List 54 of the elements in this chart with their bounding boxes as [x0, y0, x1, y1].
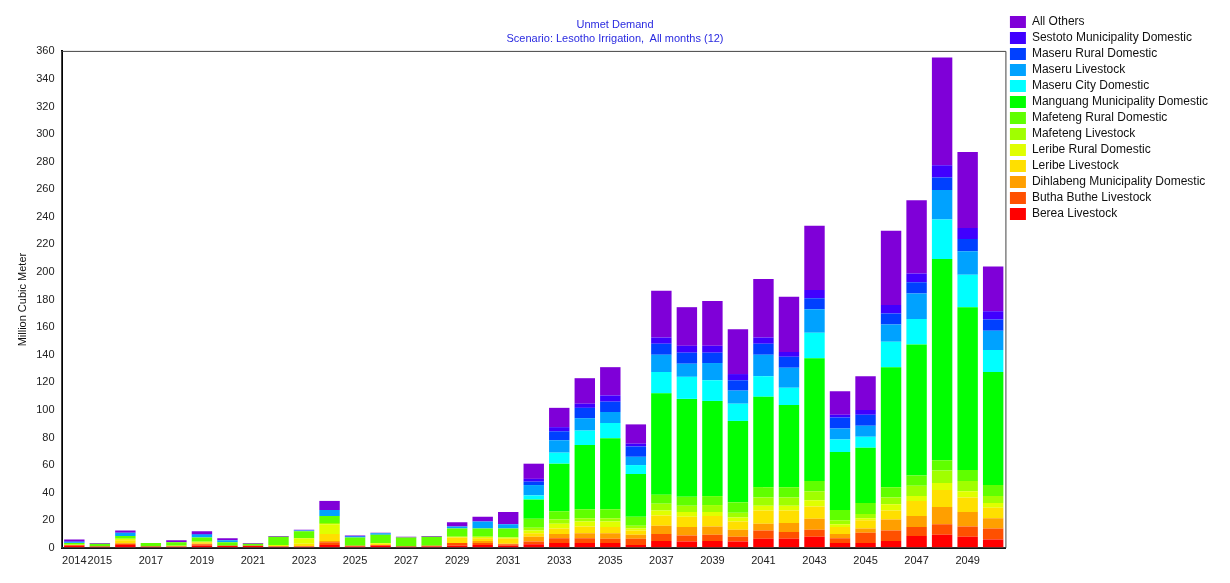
- x-tick-label: 2039: [700, 554, 725, 567]
- legend-label: Dihlabeng Municipality Domestic: [1031, 174, 1206, 189]
- x-tick-label: 2031: [495, 554, 521, 567]
- y-tick-label: 60: [42, 458, 55, 471]
- y-tick-label: 320: [36, 99, 55, 112]
- x-tick-label: 2045: [853, 554, 878, 567]
- x-tick-label: 2017: [138, 554, 164, 567]
- y-tick-label: 240: [36, 209, 55, 222]
- legend-label: Leribe Rural Domestic: [1031, 142, 1151, 157]
- y-tick-label: 260: [36, 182, 55, 195]
- y-tick-label: 40: [42, 485, 55, 498]
- y-tick-label: 200: [36, 265, 55, 278]
- y-tick-label: 340: [36, 72, 55, 85]
- x-tick-label: 2014: [62, 554, 87, 567]
- legend-label: Manguang Municipality Domestic: [1031, 94, 1209, 109]
- y-tick-label: 180: [36, 292, 55, 305]
- x-tick-label: 2043: [802, 554, 827, 567]
- x-tick-label: 2033: [547, 554, 572, 567]
- legend-label: Leribe Livestock: [1031, 158, 1120, 173]
- y-tick-label: 160: [36, 320, 55, 333]
- legend-label: All Others: [1031, 14, 1085, 29]
- y-tick-label: 360: [36, 44, 55, 57]
- legend-label: Maseru Rural Domestic: [1031, 46, 1158, 61]
- y-tick-label: 20: [42, 513, 55, 526]
- y-tick-label: 300: [36, 127, 55, 140]
- y-tick-label: 280: [36, 154, 55, 167]
- y-tick-label: 120: [36, 375, 55, 388]
- legend-label: Berea Livestock: [1031, 206, 1119, 221]
- legend-label: Maseru City Domestic: [1031, 78, 1150, 93]
- y-tick-label: 80: [42, 430, 55, 443]
- x-tick-label: 2029: [444, 554, 470, 567]
- x-tick-label: 2023: [291, 554, 317, 567]
- chart-subtitle: Scenario: Lesotho Irrigation, All months (12): [506, 31, 724, 44]
- x-tick-label: 2015: [87, 554, 113, 567]
- x-tick-label: 2049: [955, 554, 980, 567]
- legend-label: Butha Buthe Livestock: [1031, 190, 1153, 205]
- legend-label: Maseru Livestock: [1031, 62, 1127, 77]
- y-tick-label: 100: [36, 402, 55, 415]
- y-tick-label: 140: [36, 347, 55, 360]
- x-tick-label: 2041: [751, 554, 776, 567]
- legend-label: Mafeteng Livestock: [1031, 126, 1137, 141]
- legend-label: Mafeteng Rural Domestic: [1031, 110, 1168, 125]
- y-tick-label: 220: [36, 237, 55, 250]
- x-tick-label: 2021: [240, 554, 266, 567]
- x-tick-label: 2035: [598, 554, 623, 567]
- y-axis-title: Million Cubic Meter: [15, 252, 28, 347]
- x-tick-label: 2027: [393, 554, 419, 567]
- x-tick-label: 2047: [904, 554, 929, 567]
- legend-label: Sestoto Municipality Domestic: [1031, 30, 1192, 45]
- x-tick-label: 2025: [342, 554, 368, 567]
- x-tick-label: 2037: [649, 554, 674, 567]
- chart-title: Unmet Demand: [576, 17, 654, 30]
- y-tick-label: 0: [48, 540, 55, 553]
- x-tick-label: 2019: [189, 554, 215, 567]
